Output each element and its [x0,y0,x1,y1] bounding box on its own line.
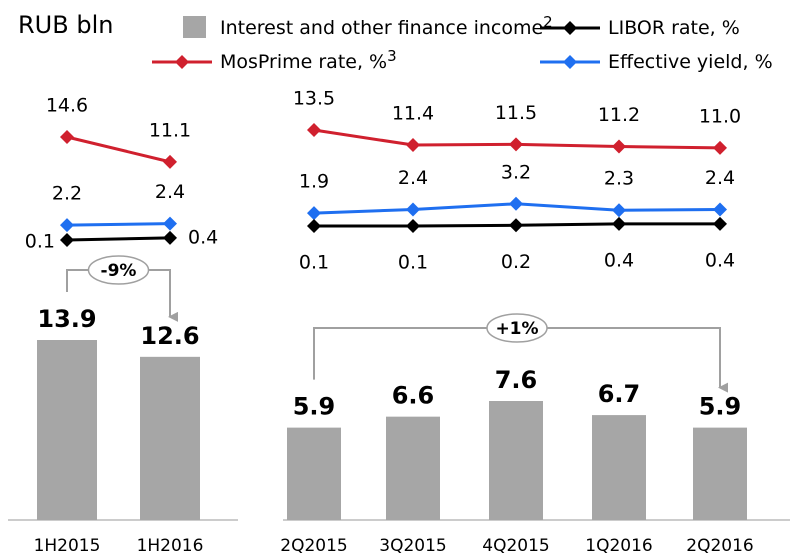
legend-text: Interest and other finance income [220,17,543,39]
line-marker [563,55,577,69]
x-tick-label: 2Q2015 [280,536,347,556]
line [66,135,171,164]
x-tick-label: 3Q2015 [379,536,446,556]
bar [592,415,646,520]
unit-title: RUB bln [18,11,113,39]
line-marker [307,123,321,137]
bar [693,427,747,520]
legend-note: 3 [387,47,397,65]
legend-text: LIBOR rate, % [608,17,740,39]
legend-note: 2 [543,13,553,31]
line-value-label: 3.2 [501,161,531,183]
bar [37,340,97,520]
bar-value-label: 6.6 [392,382,435,410]
x-tick-label: 1H2015 [34,536,101,556]
line-value-label: 2.4 [155,181,185,203]
bar [489,401,543,520]
line-value-label: 11.2 [598,104,640,126]
line-value-label: 2.3 [604,168,634,190]
line-marker [713,202,727,217]
line-marker [307,219,321,233]
legend-label: Effective yield, % [608,51,773,73]
line-marker [612,203,626,218]
line-value-label: 0.4 [188,226,218,248]
bar-value-label: 13.9 [37,305,96,333]
x-tick-label: 2Q2016 [686,536,753,556]
bar-value-label: 7.6 [495,366,538,394]
line-marker [406,202,420,217]
line-value-label: 11.5 [495,102,537,124]
x-tick-label: 4Q2015 [482,536,549,556]
bar [287,427,341,520]
line-marker [60,130,74,144]
line-marker [509,196,523,211]
bar-value-label: 6.7 [598,380,641,408]
line-marker [163,216,177,231]
line-value-label: 0.1 [25,231,55,253]
line-marker [509,137,523,152]
legend-label: Interest and other finance income2 [220,13,553,39]
line-marker [163,154,177,169]
bar [386,416,440,520]
line-value-label: 11.4 [392,103,434,125]
bar [140,356,200,520]
annotation-bubble [486,313,548,343]
line-value-label: 11.0 [699,105,741,127]
line [66,236,171,242]
x-tick-label: 1Q2016 [585,536,652,556]
bar-value-label: 12.6 [140,322,199,350]
line-marker [60,233,74,247]
line-value-label: 13.5 [293,88,335,110]
line-value-label: 1.9 [299,171,329,193]
legend-swatch [183,16,206,38]
line-value-label: 0.1 [398,252,428,274]
x-tick-label: 1H2016 [137,536,204,556]
line-value-label: 11.1 [149,119,191,141]
annotation: +1% [495,319,538,339]
legend-text: Effective yield, % [608,51,773,73]
legend-text: MosPrime rate, % [220,51,387,73]
line-value-label: 2.4 [705,167,735,189]
bar-value-label: 5.9 [293,393,336,421]
line-marker [406,138,420,153]
line-marker [406,219,420,233]
bar-value-label: 5.9 [699,393,742,421]
line-marker [175,55,189,69]
line-marker [612,139,626,154]
line-marker [713,140,727,155]
line-marker [563,21,577,35]
legend-label: MosPrime rate, %3 [220,47,397,73]
line-value-label: 14.6 [46,95,88,117]
line-value-label: 2.2 [52,183,82,205]
line-value-label: 0.2 [501,251,531,273]
line-value-label: 0.4 [705,249,735,271]
line-value-label: 2.4 [398,167,428,189]
line-marker [307,206,321,221]
line-marker [60,218,74,233]
line-value-label: 0.1 [299,252,329,274]
annotation-bubble [87,255,150,285]
line-marker [713,216,727,231]
line-marker [163,230,177,245]
line-value-label: 0.4 [604,249,634,271]
line [66,222,171,227]
annotation: -9% [101,261,137,281]
legend-label: LIBOR rate, % [608,17,740,39]
line-marker [509,218,523,233]
line-marker [612,216,626,231]
